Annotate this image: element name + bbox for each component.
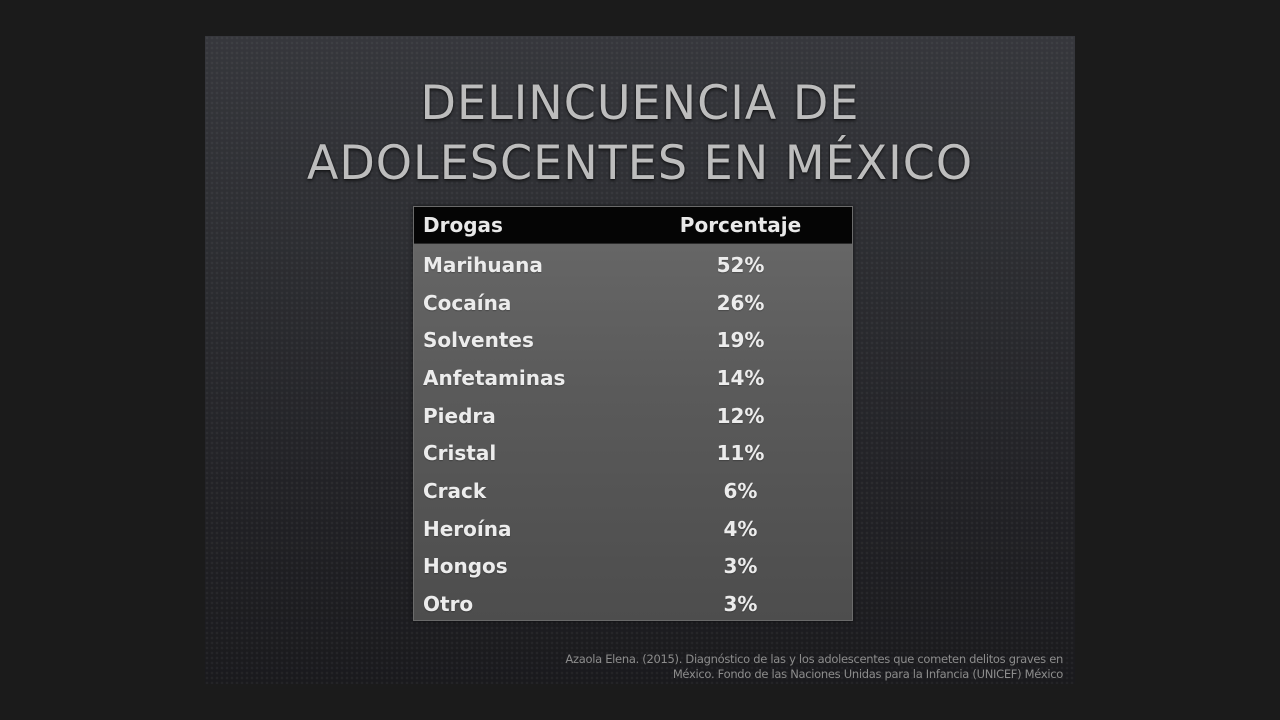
drug-name: Otro <box>423 592 474 617</box>
drug-percentage-table: Drogas Porcentaje Marihuana 52% Cocaína … <box>413 206 853 621</box>
drug-percent: 14% <box>716 365 765 390</box>
citation-line-2: México. Fondo de las Naciones Unidas par… <box>672 667 1063 681</box>
drug-name: Piedra <box>423 403 496 428</box>
drug-name: Marihuana <box>423 252 543 277</box>
drug-name: Solventes <box>423 328 534 353</box>
drug-name: Anfetaminas <box>423 365 566 390</box>
drug-percent: 26% <box>716 290 765 315</box>
table-row: Hongos 3% <box>414 548 852 586</box>
drug-percent: 11% <box>716 441 765 466</box>
table-body: Marihuana 52% Cocaína 26% Solventes 19% … <box>414 244 852 623</box>
drug-name: Heroína <box>423 516 512 541</box>
drug-name: Hongos <box>423 554 508 579</box>
drug-percent: 6% <box>723 478 758 503</box>
drug-name: Crack <box>423 478 487 503</box>
drug-percent: 12% <box>716 403 765 428</box>
drug-name: Cristal <box>423 441 497 466</box>
table-row: Cristal 11% <box>414 434 852 472</box>
table-row: Otro 3% <box>414 585 852 623</box>
table-row: Heroína 4% <box>414 510 852 548</box>
citation-line-1: Azaola Elena. (2015). Diagnóstico de las… <box>565 652 1063 666</box>
slide-title-line-1: DELINCUENCIA DE <box>420 76 860 131</box>
table-header-row: Drogas Porcentaje <box>414 207 852 244</box>
drug-percent: 19% <box>716 328 765 353</box>
slide-title-line-2: ADOLESCENTES EN MÉXICO <box>306 136 974 191</box>
drug-name: Cocaína <box>423 290 512 315</box>
header-drogas: Drogas <box>423 213 503 237</box>
drug-percent: 4% <box>723 516 758 541</box>
table-row: Crack 6% <box>414 472 852 510</box>
table-row: Cocaína 26% <box>414 284 852 322</box>
table-row: Piedra 12% <box>414 397 852 435</box>
table-row: Marihuana 52% <box>414 246 852 284</box>
drug-percent: 3% <box>723 554 758 579</box>
drug-percent: 52% <box>716 252 765 277</box>
table-row: Anfetaminas 14% <box>414 359 852 397</box>
source-citation: Azaola Elena. (2015). Diagnóstico de las… <box>443 652 1063 682</box>
drug-percent: 3% <box>723 592 758 617</box>
header-porcentaje: Porcentaje <box>679 213 802 237</box>
slide-title: DELINCUENCIA DE ADOLESCENTES EN MÉXICO <box>205 74 1075 194</box>
table-row: Solventes 19% <box>414 321 852 359</box>
presentation-slide: DELINCUENCIA DE ADOLESCENTES EN MÉXICO D… <box>205 36 1075 684</box>
